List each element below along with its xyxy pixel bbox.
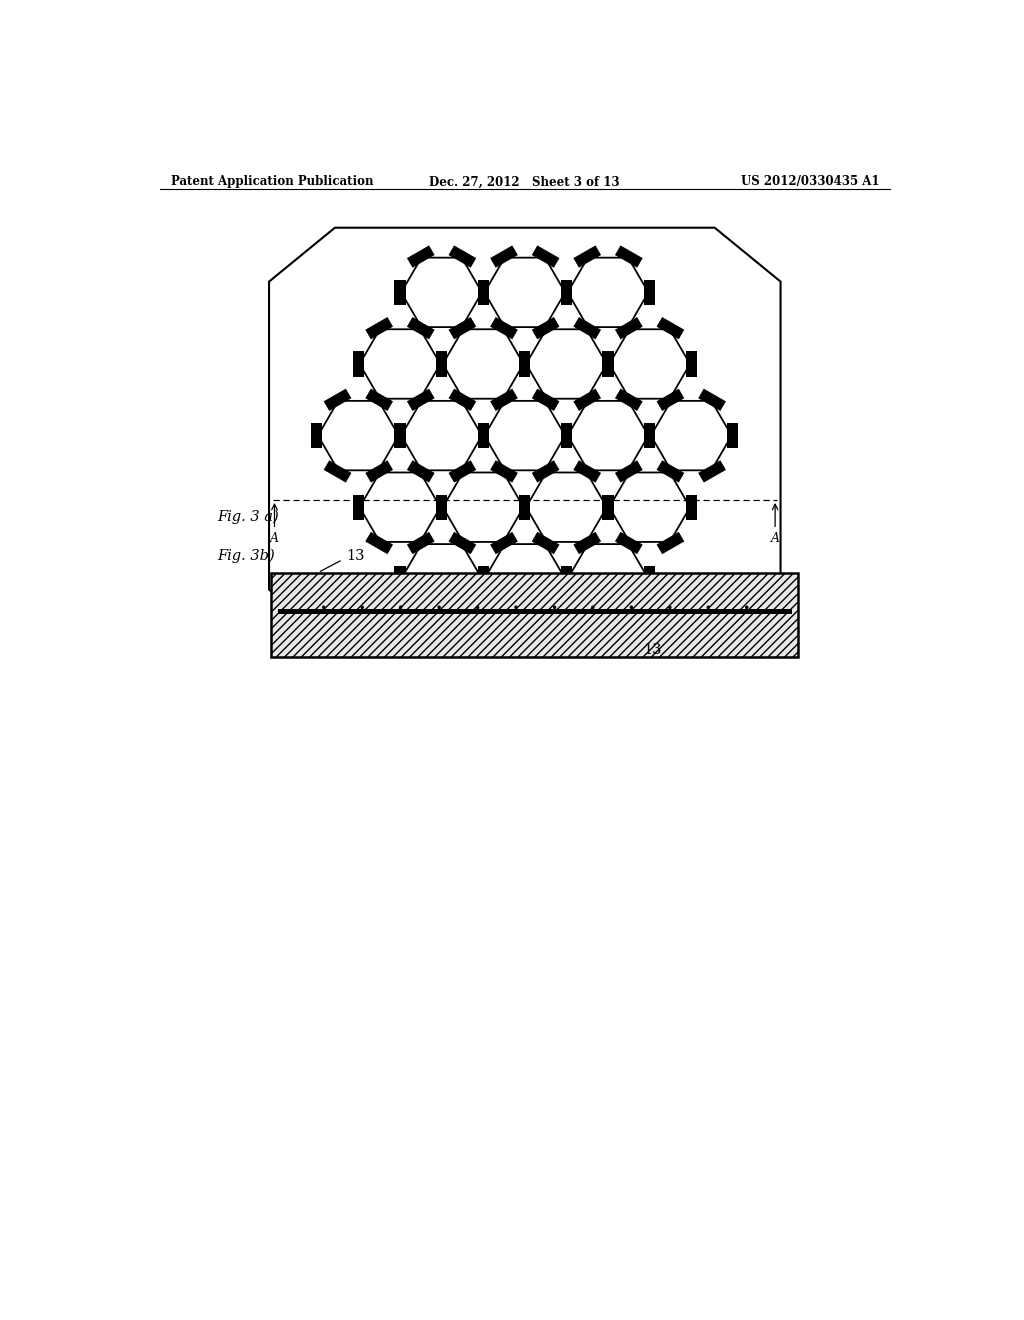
Polygon shape: [490, 461, 518, 483]
Ellipse shape: [591, 606, 595, 609]
Polygon shape: [573, 246, 601, 268]
Polygon shape: [727, 422, 738, 449]
Polygon shape: [407, 461, 434, 483]
Ellipse shape: [399, 606, 402, 609]
Polygon shape: [531, 317, 559, 339]
Polygon shape: [656, 317, 684, 339]
Polygon shape: [519, 495, 530, 520]
Polygon shape: [573, 388, 601, 411]
Ellipse shape: [668, 606, 672, 609]
Polygon shape: [407, 603, 434, 626]
Bar: [278, 609, 793, 614]
Polygon shape: [656, 532, 684, 554]
Polygon shape: [644, 280, 655, 305]
Polygon shape: [436, 351, 447, 376]
Polygon shape: [366, 388, 393, 411]
Text: 13: 13: [643, 643, 662, 656]
Polygon shape: [561, 566, 572, 591]
Polygon shape: [615, 532, 643, 554]
Polygon shape: [449, 532, 476, 554]
Ellipse shape: [630, 606, 633, 609]
Text: Dec. 27, 2012   Sheet 3 of 13: Dec. 27, 2012 Sheet 3 of 13: [429, 176, 621, 189]
Polygon shape: [353, 495, 364, 520]
Polygon shape: [531, 246, 559, 268]
Polygon shape: [698, 461, 726, 483]
Polygon shape: [573, 317, 601, 339]
Polygon shape: [490, 246, 518, 268]
Polygon shape: [324, 388, 351, 411]
Polygon shape: [449, 603, 476, 626]
Polygon shape: [477, 280, 488, 305]
Polygon shape: [477, 566, 488, 591]
Ellipse shape: [360, 606, 364, 609]
Text: Fig. 3 a): Fig. 3 a): [217, 510, 279, 524]
Polygon shape: [394, 280, 406, 305]
Polygon shape: [531, 603, 559, 626]
Polygon shape: [686, 351, 696, 376]
Polygon shape: [490, 532, 518, 554]
Polygon shape: [531, 461, 559, 483]
Polygon shape: [602, 351, 613, 376]
Polygon shape: [394, 566, 406, 591]
Polygon shape: [394, 422, 406, 449]
Polygon shape: [269, 227, 780, 644]
Polygon shape: [573, 603, 601, 626]
Polygon shape: [698, 388, 726, 411]
Polygon shape: [407, 317, 434, 339]
Text: Patent Application Publication: Patent Application Publication: [171, 176, 373, 189]
Ellipse shape: [322, 606, 326, 609]
Polygon shape: [353, 351, 364, 376]
Polygon shape: [656, 388, 684, 411]
Ellipse shape: [707, 606, 710, 609]
Ellipse shape: [476, 606, 479, 609]
Polygon shape: [615, 246, 643, 268]
Polygon shape: [615, 388, 643, 411]
Text: A: A: [270, 532, 279, 545]
Polygon shape: [644, 422, 655, 449]
Polygon shape: [366, 461, 393, 483]
Polygon shape: [531, 388, 559, 411]
Bar: [271, 573, 799, 657]
Text: Fig. 3b): Fig. 3b): [217, 549, 274, 562]
Polygon shape: [615, 317, 643, 339]
Polygon shape: [366, 317, 393, 339]
Polygon shape: [407, 246, 434, 268]
Polygon shape: [602, 495, 613, 520]
Polygon shape: [656, 461, 684, 483]
Polygon shape: [615, 461, 643, 483]
Polygon shape: [573, 532, 601, 554]
Polygon shape: [561, 422, 572, 449]
Polygon shape: [686, 495, 696, 520]
Polygon shape: [490, 603, 518, 626]
Polygon shape: [477, 422, 488, 449]
Polygon shape: [449, 388, 476, 411]
Polygon shape: [366, 532, 393, 554]
Polygon shape: [436, 495, 447, 520]
Polygon shape: [490, 388, 518, 411]
Polygon shape: [407, 388, 434, 411]
Text: A: A: [771, 532, 779, 545]
Ellipse shape: [437, 606, 441, 609]
Polygon shape: [490, 317, 518, 339]
Ellipse shape: [514, 606, 518, 609]
Polygon shape: [519, 351, 530, 376]
Text: US 2012/0330435 A1: US 2012/0330435 A1: [741, 176, 880, 189]
Polygon shape: [615, 603, 643, 626]
Polygon shape: [531, 532, 559, 554]
Text: 13: 13: [346, 549, 365, 562]
Polygon shape: [561, 280, 572, 305]
Polygon shape: [449, 317, 476, 339]
Polygon shape: [407, 532, 434, 554]
Polygon shape: [449, 246, 476, 268]
Ellipse shape: [745, 606, 749, 609]
Polygon shape: [449, 461, 476, 483]
Polygon shape: [644, 566, 655, 591]
Polygon shape: [311, 422, 323, 449]
Polygon shape: [324, 461, 351, 483]
Ellipse shape: [553, 606, 556, 609]
Polygon shape: [573, 461, 601, 483]
